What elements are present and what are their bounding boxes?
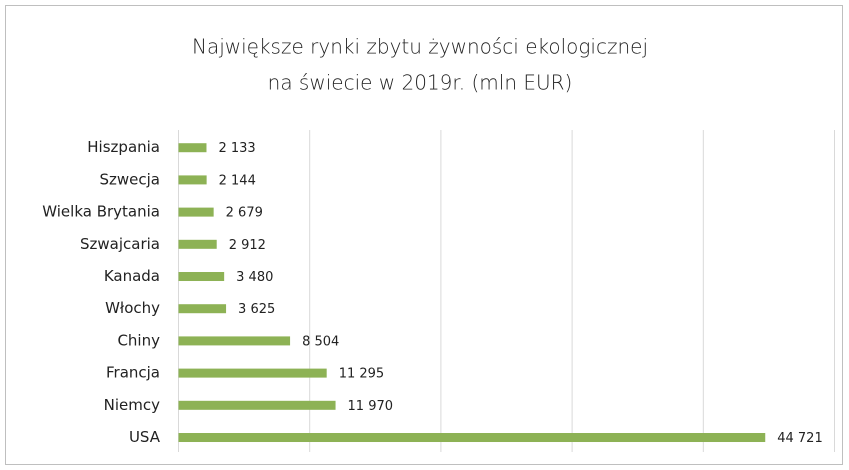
y-tick-label: Włochy bbox=[105, 299, 160, 317]
bar bbox=[178, 304, 227, 314]
bar bbox=[178, 143, 207, 153]
bar bbox=[178, 175, 207, 185]
y-tick-label: Szwecja bbox=[100, 170, 161, 188]
y-tick-label: Hiszpania bbox=[87, 138, 160, 156]
value-label: 3 625 bbox=[238, 302, 275, 317]
y-tick-label: USA bbox=[129, 428, 161, 446]
y-tick-label: Szwajcaria bbox=[80, 235, 160, 253]
y-tick-label: Francja bbox=[106, 364, 160, 382]
value-label: 8 504 bbox=[302, 334, 339, 349]
value-label: 3 480 bbox=[236, 270, 273, 285]
bar bbox=[178, 207, 214, 217]
y-tick-label: Kanada bbox=[104, 267, 160, 285]
y-tick-label: Chiny bbox=[117, 331, 160, 349]
value-label: 11 295 bbox=[339, 367, 385, 382]
value-label: 2 144 bbox=[219, 173, 256, 188]
bar bbox=[178, 433, 766, 443]
value-label: 2 912 bbox=[229, 238, 266, 253]
value-label: 11 970 bbox=[348, 399, 394, 414]
value-label: 2 133 bbox=[218, 141, 255, 156]
value-label: 44 721 bbox=[777, 431, 823, 446]
y-tick-label: Niemcy bbox=[104, 396, 160, 414]
bar bbox=[178, 272, 225, 282]
chart-title: na świecie w 2019r. (mln EUR) bbox=[268, 71, 573, 95]
bar bbox=[178, 368, 327, 378]
bar bbox=[178, 400, 336, 410]
chart-title: Największe rynki zbytu żywności ekologic… bbox=[192, 35, 648, 59]
y-tick-label: Wielka Brytania bbox=[42, 203, 160, 221]
bar bbox=[178, 239, 217, 249]
value-label: 2 679 bbox=[226, 206, 263, 221]
bar bbox=[178, 336, 291, 346]
